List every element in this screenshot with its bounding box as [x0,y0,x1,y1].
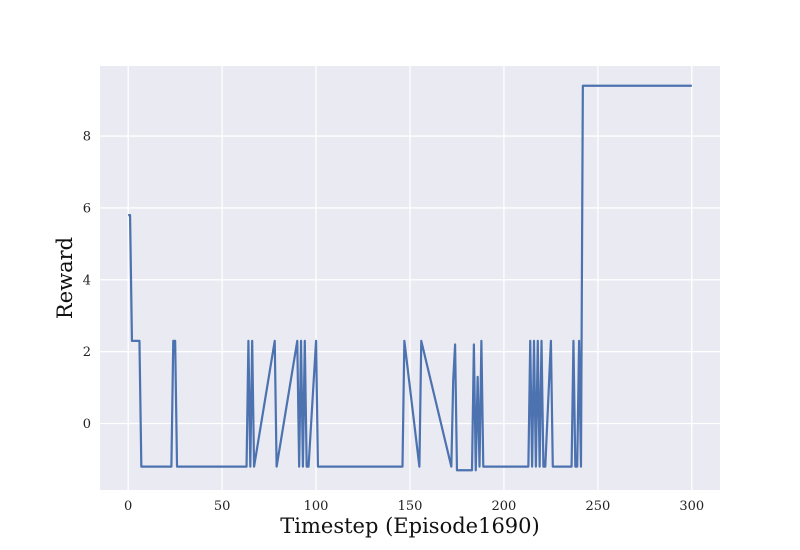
x-tick-labels: 0 50 100 150 200 250 300 [124,499,704,514]
x-tick-label: 200 [492,499,517,514]
x-tick-label: 150 [398,499,423,514]
x-tick-label: 0 [124,499,132,514]
x-tick-label: 300 [679,499,704,514]
reward-series-line [128,84,692,472]
y-tick-labels: 0 2 4 6 8 [83,130,91,432]
y-tick-label: 6 [83,201,91,216]
x-tick-label: 50 [214,499,231,514]
y-tick-label: 4 [83,273,91,288]
y-tick-label: 2 [83,345,91,360]
grid-lines [100,66,720,490]
x-axis-label: Timestep (Episode1690) [280,514,539,538]
y-tick-label: 8 [83,130,91,145]
y-axis-label: Reward [53,237,77,319]
x-tick-label: 100 [304,499,329,514]
x-tick-label: 250 [585,499,610,514]
y-tick-label: 0 [83,417,91,432]
